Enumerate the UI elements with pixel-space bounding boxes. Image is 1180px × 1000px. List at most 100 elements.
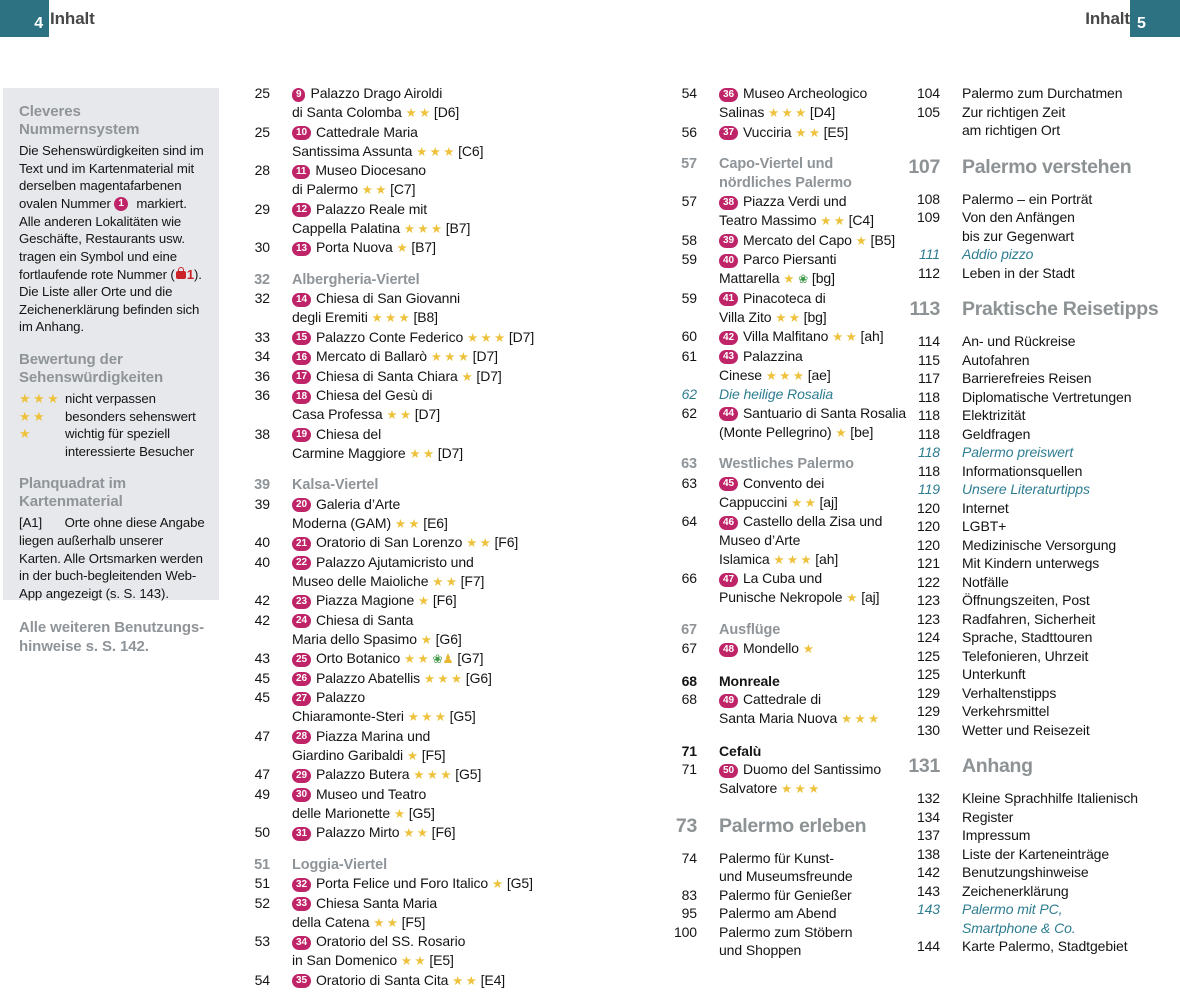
- entry-title: Praktische Reisetipps: [962, 298, 1159, 320]
- entry-title: 27 Palazzo Chiaramonte-Steri ★ ★ ★ [G5]: [292, 689, 476, 724]
- toc-entry: 29 12 Palazzo Reale mit Cappella Palatina ★…: [234, 200, 526, 239]
- entry-title: 30 Museo und Teatro delle Marionette ★ [G5…: [292, 785, 435, 821]
- rating-row: ★ ★ besonders sehenswert: [19, 408, 205, 426]
- entry-title: 36 Museo Archeologico Salinas ★ ★ ★ [D4]: [719, 85, 868, 120]
- toc-column-1: 25 9 Palazzo Drago Airoldi di Santa Colomba…: [234, 84, 534, 990]
- page-number: 51: [254, 875, 270, 891]
- toc-entry: 59 40 Parco Piersanti Mattarella ★ ❀ [bg]: [661, 250, 923, 289]
- page-number: 123: [916, 610, 940, 627]
- entry-title: 17 Chiesa di Santa Chiara ★ [D7]: [292, 367, 526, 387]
- entry-title: Kalsa-Viertel: [292, 477, 379, 493]
- entry-title: Palermo mit PC, Smartphone & Co.: [962, 901, 1076, 936]
- page-number: 61: [681, 347, 697, 364]
- page-number: 40: [254, 553, 270, 570]
- toc-entry: 40 22 Palazzo Ajutamicristo und Museo delle…: [234, 553, 526, 592]
- star-rating: ★ ★: [386, 408, 411, 422]
- page-number: 118: [917, 462, 940, 479]
- entry-title: 40 Parco Piersanti Mattarella ★ ❀ [bg]: [719, 251, 837, 286]
- toc-entry: 137 Impressum: [904, 826, 1180, 845]
- entry-title: Barrierefreies Reisen: [962, 370, 1092, 386]
- toc-entry: 47 28 Piazza Marina und Giardino Garibaldi …: [234, 727, 526, 766]
- sight-number-badge: 35: [292, 974, 311, 988]
- toc-entry: 40 21 Oratorio di San Lorenzo ★ ★ [F6]: [234, 533, 526, 553]
- page-number: 36: [254, 387, 270, 403]
- sidebar-section-body: [A1] Orte ohne diese Angabe liegen außer…: [19, 515, 205, 601]
- entry-title: Radfahren, Sicherheit: [962, 610, 1096, 627]
- page-number: 54: [681, 85, 697, 101]
- toc-entry: 132 Kleine Sprachhilfe Italienisch: [904, 789, 1180, 808]
- page-number: 49: [254, 785, 270, 802]
- entry-title: Palermo am Abend: [719, 905, 837, 921]
- map-grid-code: [A1]: [19, 515, 43, 531]
- page-number: 59: [681, 289, 697, 306]
- page-number: 100: [673, 923, 697, 940]
- toc-section-heading: 51 Loggia-Viertel: [234, 856, 526, 875]
- entry-title: 16 Mercato di Ballarò ★ ★ ★ [D7]: [292, 347, 526, 367]
- entry-title: 33 Chiesa Santa Maria della Catena ★ ★ [F5…: [292, 894, 438, 930]
- entry-title: An- und Rückreise: [962, 333, 1076, 349]
- star-rating: ★ ★: [394, 516, 420, 531]
- star-rating: ★ ★: [400, 954, 426, 968]
- toc-column-2: 54 36 Museo Archeologico Salinas ★ ★ ★ [D4]…: [661, 84, 923, 960]
- toc-chapter-heading: 73 Palermo erleben: [661, 814, 923, 838]
- toc-entry: 50 31 Palazzo Mirto ★ ★ [F6]: [234, 823, 526, 843]
- sight-number-badge: 34: [292, 935, 311, 950]
- toc-entry: 51 32 Porta Felice und Foro Italico ★ [G5]: [234, 874, 533, 894]
- flower-icon: ❀: [798, 272, 809, 286]
- entry-title: Palermo zum Stöbern und Shoppen: [719, 923, 853, 959]
- star-rating: ★: [783, 272, 795, 286]
- toc-entry: 124 Sprache, Stadttouren: [904, 628, 1180, 647]
- rating-label: nicht verpassen: [65, 390, 156, 406]
- entry-title: Palermo erleben: [719, 814, 867, 837]
- sight-number-badge: 48: [719, 642, 738, 657]
- entry-title: Capo-Viertel und nördliches Palermo: [719, 156, 852, 191]
- entry-title: Addio pizzo: [962, 246, 1034, 262]
- star-rating: ★ ★: [795, 125, 820, 140]
- page-number: 66: [681, 570, 697, 586]
- entry-title: Informationsquellen: [962, 462, 1083, 479]
- header-title-right: Inhalt: [1085, 9, 1130, 28]
- page-number: 57: [681, 156, 697, 172]
- star-rating: ★ ★: [791, 495, 816, 510]
- toc-essay-entry: 143 Palermo mit PC, Smartphone & Co.: [904, 900, 1180, 937]
- star-rating: ★ ★: [373, 915, 398, 930]
- star-rating: ★: [406, 748, 418, 763]
- sight-number-badge: 41: [719, 292, 738, 306]
- star-rating: ★ ★: [466, 536, 491, 550]
- entry-title: 32 Porta Felice und Foro Italico ★ [G5]: [292, 874, 533, 894]
- sight-number-badge: 44: [719, 407, 738, 421]
- entry-title: Palermo für Genießer: [719, 886, 852, 903]
- page-number: 108: [916, 190, 940, 207]
- toc-entry: 105 Zur richtigen Zeit am richtigen Ort: [904, 103, 1180, 140]
- toc-column-3: 104 Palermo zum Durchatmen 105 Zur richtige…: [904, 84, 1180, 956]
- page-number: 63: [681, 456, 697, 472]
- toc-entry: 62 44 Santuario di Santa Rosalia (Monte Pel…: [661, 404, 923, 443]
- info-sidebar: Cleveres Nummernsystem Die Sehenswürdigke…: [3, 88, 219, 655]
- entry-title: 50 Duomo del Santissimo Salvatore ★ ★ ★: [719, 761, 881, 796]
- entry-title: 29 Palazzo Butera ★ ★ ★ [G5]: [292, 765, 526, 785]
- page-number: 104: [916, 85, 940, 101]
- star-rating: ★ ★ ★: [371, 311, 410, 325]
- toc-entry: 60 42 Villa Malfitano ★ ★ [ah]: [661, 327, 923, 347]
- entry-title: Elektrizität: [962, 407, 1026, 423]
- sight-number-badge: 40: [719, 253, 738, 268]
- page-number: 83: [681, 886, 697, 903]
- sidebar-note: Alle weiteren Benutzungs-hinweise s. S. …: [19, 619, 205, 656]
- page-number: 39: [254, 477, 270, 493]
- toc-entry: 33 15 Palazzo Conte Federico ★ ★ ★ [D7]: [234, 328, 534, 348]
- toc-entry: 109 Von den Anfängen bis zur Gegenwart: [904, 208, 1180, 245]
- star-rating: ★ ★ ★: [403, 221, 442, 236]
- entry-title: 13 Porta Nuova ★ [B7]: [292, 238, 526, 258]
- star-rating: ★ ★: [409, 446, 434, 461]
- entry-title: Telefonieren, Uhrzeit: [962, 647, 1089, 664]
- toc-entry: 36 18 Chiesa del Gesù di Casa Professa ★ ★ …: [234, 386, 526, 425]
- sight-number-badge: 23: [292, 594, 311, 609]
- entry-title: Zeichenerklärung: [962, 882, 1069, 899]
- entry-title: Sprache, Stadttouren: [962, 629, 1093, 645]
- page-number: 118: [917, 425, 940, 442]
- star-rating: ★ ★ ★: [840, 712, 880, 726]
- sight-number-badge: 39: [719, 234, 738, 248]
- page-number: 28: [254, 162, 270, 178]
- entry-title: Mit Kindern unterwegs: [962, 555, 1100, 571]
- toc-entry: 138 Liste der Karteneinträge: [904, 845, 1180, 864]
